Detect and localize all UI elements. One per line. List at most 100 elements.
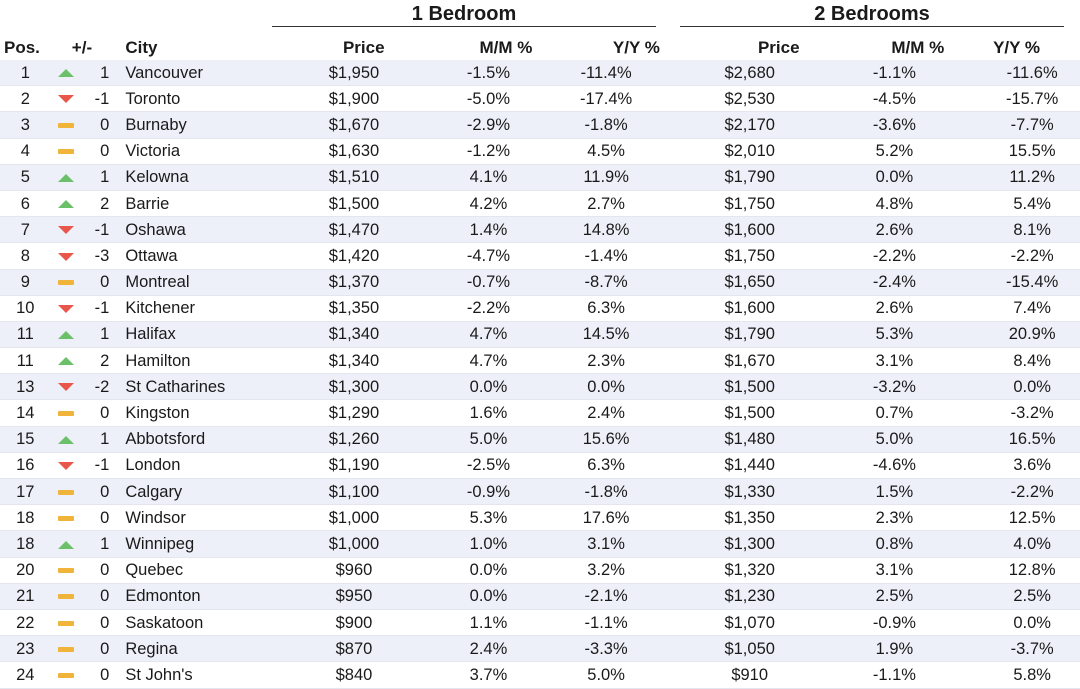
yy-1br-cell: -1.8% (532, 478, 660, 506)
table-row: 5 1 Kelowna $1,510 4.1% 11.9% $1,790 0.0% 11.2% (0, 164, 1080, 191)
trend-indicator (50, 216, 81, 244)
mm-1br-cell: 4.7% (384, 321, 533, 349)
price-1br-cell: $1,290 (283, 399, 385, 427)
header-row: Pos. +/- City Price M/M % Y/Y % Price M/… (0, 36, 1080, 60)
yy-2br-cell: 5.4% (944, 190, 1080, 218)
mm-2br-cell: 2.6% (799, 216, 945, 244)
yy-1br-cell: 0.0% (532, 373, 660, 401)
rank-change-cell: 0 (80, 399, 114, 427)
trend-indicator (50, 399, 81, 427)
price-2br-cell: $1,600 (659, 295, 800, 322)
price-1br-cell: $1,350 (283, 295, 385, 322)
header-mm-2br: M/M % (891, 38, 945, 57)
rank-cell: 23 (0, 635, 51, 663)
trend-indicator (50, 138, 81, 165)
mm-2br-cell: 0.8% (799, 530, 945, 558)
mm-2br-cell: -1.1% (799, 661, 945, 689)
dash-icon (57, 620, 74, 626)
triangle-up-icon (57, 200, 74, 209)
triangle-down-icon (57, 462, 74, 471)
trend-indicator (50, 242, 81, 270)
rank-change-cell: 0 (80, 478, 114, 506)
trend-indicator (50, 373, 81, 401)
price-2br-cell: $1,750 (659, 190, 800, 218)
price-2br-cell: $1,070 (659, 609, 800, 637)
rank-cell: 6 (0, 190, 51, 218)
mm-2br-cell: 0.7% (799, 399, 945, 427)
table-row: 13 -2 St Catharines $1,300 0.0% 0.0% $1,500 -3.… (0, 373, 1080, 401)
triangle-down-icon (57, 95, 74, 104)
dash-icon (57, 594, 74, 600)
rank-change-cell: 0 (80, 504, 114, 532)
table-row: 8 -3 Ottawa $1,420 -4.7% -1.4% $1,750 -2.2% -2.2… (0, 242, 1080, 270)
mm-1br-cell: 4.2% (384, 190, 533, 218)
price-2br-cell: $1,300 (659, 530, 800, 558)
price-1br-cell: $1,500 (283, 190, 385, 218)
mm-1br-cell: 1.6% (384, 399, 533, 427)
mm-2br-cell: 1.5% (799, 478, 945, 506)
price-1br-cell: $950 (283, 583, 385, 610)
yy-1br-cell: 2.4% (532, 399, 660, 427)
mm-1br-cell: -5.0% (384, 85, 533, 113)
mm-1br-cell: -1.2% (384, 138, 533, 165)
group-header-2-bedrooms: 2 Bedrooms (680, 0, 1064, 27)
price-1br-cell: $1,510 (283, 164, 385, 191)
triangle-down-icon (57, 226, 74, 235)
yy-2br-cell: 15.5% (944, 138, 1080, 165)
rank-change-cell: -2 (80, 373, 114, 401)
mm-2br-cell: 5.2% (799, 138, 945, 165)
triangle-down-icon (57, 252, 74, 261)
yy-2br-cell: 0.0% (944, 373, 1080, 401)
mm-2br-cell: -2.2% (799, 242, 945, 270)
table-row: 4 0 Victoria $1,630 -1.2% 4.5% $2,010 5.2% 15.5% (0, 138, 1080, 165)
price-2br-cell: $1,350 (659, 504, 800, 532)
rank-cell: 11 (0, 321, 51, 349)
table-row: 11 2 Hamilton $1,340 4.7% 2.3% $1,670 3.1% 8.4% (0, 347, 1080, 375)
mm-2br-cell: 3.1% (799, 347, 945, 375)
price-2br-cell: $910 (659, 661, 800, 689)
yy-1br-cell: 3.1% (532, 530, 660, 558)
mm-2br-cell: -1.1% (799, 60, 945, 87)
rank-change-cell: 2 (80, 190, 114, 218)
yy-1br-cell: -3.3% (532, 635, 660, 663)
rank-cell: 13 (0, 373, 51, 401)
header-yy-1br: Y/Y % (612, 38, 660, 57)
triangle-up-icon (57, 69, 74, 78)
trend-indicator (50, 661, 81, 689)
price-2br-cell: $1,480 (659, 426, 800, 453)
dash-icon (57, 515, 74, 521)
mm-2br-cell: -0.9% (799, 609, 945, 637)
price-2br-cell: $1,050 (659, 635, 800, 663)
yy-2br-cell: -2.2% (944, 242, 1080, 270)
price-2br-cell: $1,750 (659, 242, 800, 270)
header-price-1br: Price (342, 38, 385, 57)
table-row: 6 2 Barrie $1,500 4.2% 2.7% $1,750 4.8% 5.4% (0, 190, 1080, 218)
yy-1br-cell: 2.3% (532, 347, 660, 375)
rank-change-cell: 0 (80, 138, 114, 165)
rank-change-cell: 1 (80, 164, 114, 191)
rank-change-cell: 1 (80, 426, 114, 453)
trend-indicator (50, 347, 81, 375)
yy-2br-cell: 20.9% (944, 321, 1080, 349)
yy-1br-cell: -1.4% (532, 242, 660, 270)
trend-indicator (50, 111, 81, 139)
price-1br-cell: $1,420 (283, 242, 385, 270)
mm-1br-cell: 3.7% (384, 661, 533, 689)
price-1br-cell: $1,670 (283, 111, 385, 139)
dash-icon (57, 489, 74, 495)
header-yy-2br: Y/Y % (993, 38, 1040, 57)
rank-cell: 22 (0, 609, 51, 637)
price-1br-cell: $1,190 (283, 452, 385, 480)
rank-cell: 8 (0, 242, 51, 270)
price-2br-cell: $1,600 (659, 216, 800, 244)
city-cell: Saskatoon (113, 609, 284, 637)
table-row: 23 0 Regina $870 2.4% -3.3% $1,050 1.9% -3.7% (0, 635, 1080, 663)
yy-1br-cell: -11.4% (532, 60, 660, 87)
rank-cell: 1 (0, 60, 51, 87)
price-1br-cell: $1,470 (283, 216, 385, 244)
header-pos: Pos. (4, 38, 40, 57)
triangle-up-icon (57, 331, 74, 340)
rank-change-cell: 0 (80, 111, 114, 139)
city-cell: Winnipeg (113, 530, 284, 558)
yy-1br-cell: -2.1% (532, 583, 660, 610)
